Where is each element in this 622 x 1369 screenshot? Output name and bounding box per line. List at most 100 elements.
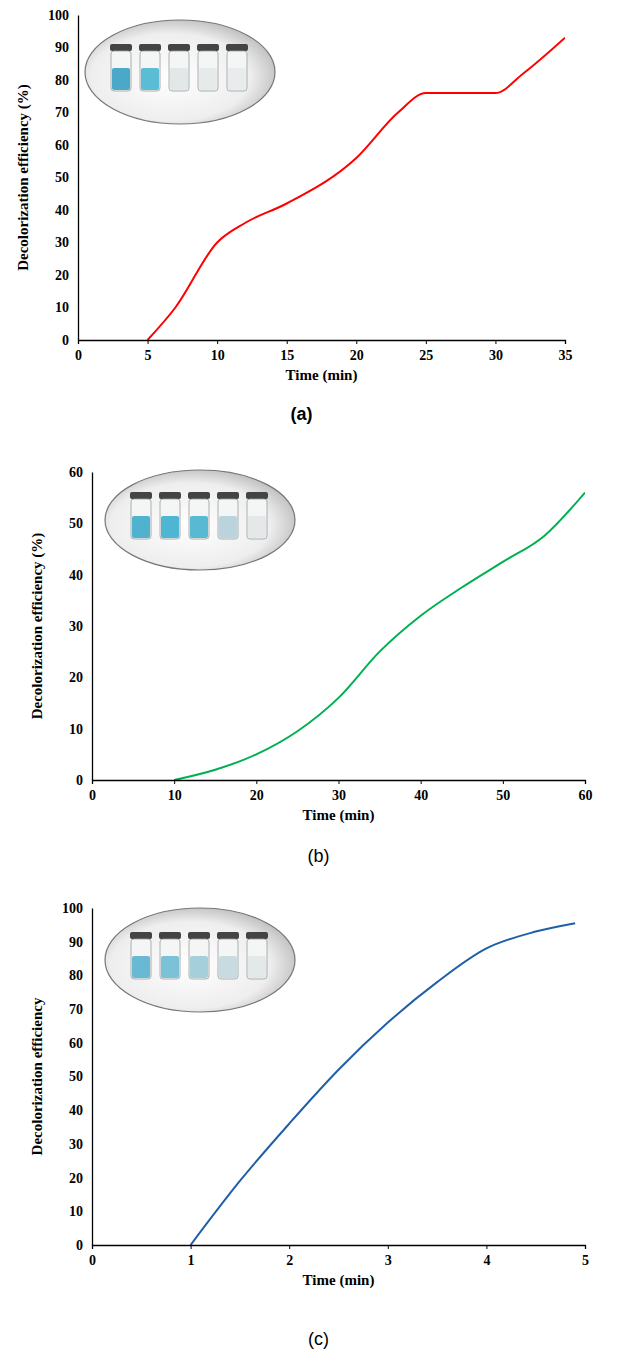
y-axis-line — [92, 473, 93, 781]
inset-photo — [105, 470, 295, 570]
y-axis-title: Decolorization efficiency — [29, 997, 45, 1155]
x-tick-mark — [339, 780, 340, 784]
x-tick: 0 — [89, 780, 96, 803]
vial-liquid — [248, 516, 266, 538]
y-tick: 90 — [55, 40, 78, 55]
y-tick: 0 — [76, 773, 92, 788]
x-tick: 30 — [489, 340, 503, 363]
figure: 051015202530350102030405060708090100Time… — [0, 0, 622, 1369]
y-tick-label: 50 — [69, 516, 83, 531]
y-tick: 20 — [55, 268, 78, 283]
y-tick-label: 40 — [69, 1103, 83, 1118]
y-tick-label: 20 — [55, 268, 69, 283]
x-tick: 4 — [483, 1245, 490, 1268]
panel-caption: (b) — [308, 846, 330, 866]
x-tick: 30 — [332, 780, 346, 803]
y-tick-label: 30 — [55, 235, 69, 250]
x-tick-mark — [356, 340, 357, 344]
y-tick: 10 — [69, 1204, 92, 1219]
y-tick-label: 60 — [55, 138, 69, 153]
vial-cap — [130, 932, 152, 939]
data-line — [148, 38, 565, 340]
vial-cap — [217, 932, 239, 939]
x-tick-label: 20 — [250, 788, 264, 803]
x-tick-label: 5 — [145, 348, 152, 363]
x-tick-label: 50 — [496, 788, 510, 803]
y-tick-label: 90 — [69, 935, 83, 950]
vial — [131, 499, 151, 539]
vial-cap — [246, 932, 268, 939]
x-tick-mark — [92, 1245, 93, 1249]
vial-cap — [188, 492, 210, 499]
inset-photo — [85, 20, 275, 124]
x-tick-mark — [495, 340, 496, 344]
x-tick-label: 10 — [211, 348, 225, 363]
vial-liquid — [161, 956, 179, 978]
vial-liquid — [248, 956, 266, 978]
vial — [140, 51, 160, 91]
vial — [218, 499, 238, 539]
x-axis: 0102030405060 — [89, 780, 593, 803]
y-tick-label: 100 — [62, 901, 83, 916]
x-tick: 3 — [385, 1245, 392, 1268]
y-tick: 40 — [69, 568, 92, 583]
x-axis-line — [79, 341, 566, 345]
vial-cap — [139, 44, 161, 51]
x-tick: 10 — [168, 780, 182, 803]
x-axis-line — [93, 781, 586, 785]
x-tick: 1 — [188, 1245, 195, 1268]
y-tick: 80 — [69, 968, 92, 983]
vial — [218, 939, 238, 979]
y-tick: 20 — [69, 1171, 92, 1186]
x-tick-mark — [148, 340, 149, 344]
x-tick-label: 35 — [559, 348, 573, 363]
vial-cap — [197, 44, 219, 51]
x-tick-label: 15 — [280, 348, 294, 363]
x-tick-label: 0 — [89, 1253, 96, 1268]
data-line — [174, 493, 585, 780]
y-axis-line — [78, 16, 79, 341]
vial — [160, 499, 180, 539]
y-tick: 60 — [69, 465, 92, 480]
y-tick: 100 — [48, 8, 78, 23]
data-line — [191, 923, 576, 1245]
x-tick: 0 — [75, 340, 82, 363]
x-axis-title: Time (min) — [303, 1272, 375, 1289]
x-tick-mark — [421, 780, 422, 784]
y-tick-label: 40 — [55, 203, 69, 218]
y-axis: 0102030405060708090100 — [48, 8, 79, 348]
inset-ellipse — [85, 20, 275, 124]
x-tick: 25 — [419, 340, 433, 363]
vial-cap — [188, 932, 210, 939]
x-tick-label: 30 — [489, 348, 503, 363]
x-tick-mark — [287, 340, 288, 344]
vial — [189, 499, 209, 539]
x-tick-mark — [585, 1245, 586, 1249]
panel: 051015202530350102030405060708090100Time… — [15, 8, 573, 424]
y-tick: 30 — [69, 619, 92, 634]
x-tick-label: 3 — [385, 1253, 392, 1268]
x-axis-title: Time (min) — [303, 807, 375, 824]
x-tick-label: 30 — [332, 788, 346, 803]
y-tick-label: 70 — [55, 105, 69, 120]
x-tick-mark — [92, 780, 93, 784]
x-tick: 5 — [582, 1245, 589, 1268]
y-tick: 90 — [69, 935, 92, 950]
x-tick-mark — [565, 340, 566, 344]
panel: 01020304050600102030405060Time (min)Deco… — [29, 465, 593, 866]
vial-liquid — [190, 956, 208, 978]
vial-liquid — [161, 516, 179, 538]
vial-liquid — [219, 516, 237, 538]
y-tick-label: 0 — [76, 773, 83, 788]
y-tick: 100 — [62, 901, 92, 916]
x-tick-label: 10 — [168, 788, 182, 803]
y-tick: 50 — [69, 1069, 92, 1084]
x-tick-label: 0 — [75, 348, 82, 363]
x-tick-label: 4 — [483, 1253, 490, 1268]
x-tick-label: 20 — [350, 348, 364, 363]
x-tick: 2 — [286, 1245, 293, 1268]
x-tick: 20 — [250, 780, 264, 803]
y-tick-label: 10 — [69, 722, 83, 737]
x-tick-mark — [486, 1245, 487, 1249]
vial-liquid — [228, 68, 246, 90]
